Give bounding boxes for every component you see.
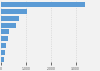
Bar xyxy=(1,16,19,21)
Bar xyxy=(1,29,10,35)
Bar xyxy=(1,36,8,41)
Bar xyxy=(1,57,4,62)
Bar xyxy=(1,43,6,48)
Bar xyxy=(1,23,16,28)
Bar xyxy=(1,9,27,14)
Bar xyxy=(1,2,85,7)
Bar xyxy=(1,50,5,55)
